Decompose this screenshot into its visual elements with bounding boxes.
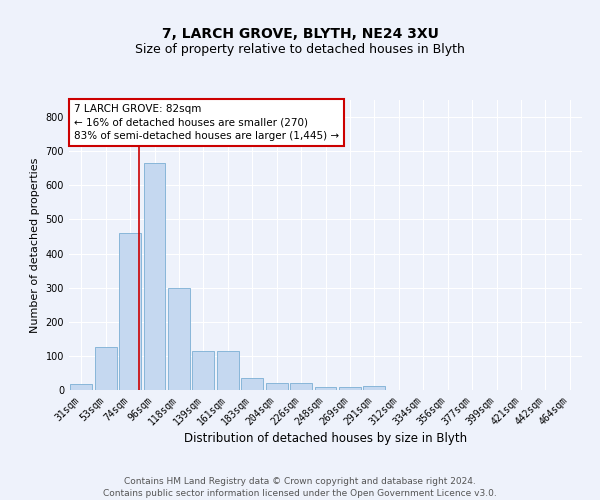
Bar (193, 351, 214, 390)
Bar (119, 233, 141, 390)
Bar (168, 288, 190, 390)
Bar (339, 388, 361, 390)
Bar (217, 351, 239, 390)
Text: Size of property relative to detached houses in Blyth: Size of property relative to detached ho… (135, 42, 465, 56)
Bar (241, 378, 263, 390)
Bar (364, 386, 385, 390)
Text: 7, LARCH GROVE, BLYTH, NE24 3XU: 7, LARCH GROVE, BLYTH, NE24 3XU (161, 28, 439, 42)
Y-axis label: Number of detached properties: Number of detached properties (30, 158, 40, 332)
Bar (95, 348, 116, 390)
Bar (70, 384, 92, 390)
Bar (143, 163, 166, 390)
X-axis label: Distribution of detached houses by size in Blyth: Distribution of detached houses by size … (184, 432, 467, 446)
Text: Contains HM Land Registry data © Crown copyright and database right 2024.
Contai: Contains HM Land Registry data © Crown c… (103, 476, 497, 498)
Text: 7 LARCH GROVE: 82sqm
← 16% of detached houses are smaller (270)
83% of semi-deta: 7 LARCH GROVE: 82sqm ← 16% of detached h… (74, 104, 339, 141)
Bar (266, 383, 287, 390)
Bar (290, 383, 312, 390)
Bar (314, 388, 337, 390)
